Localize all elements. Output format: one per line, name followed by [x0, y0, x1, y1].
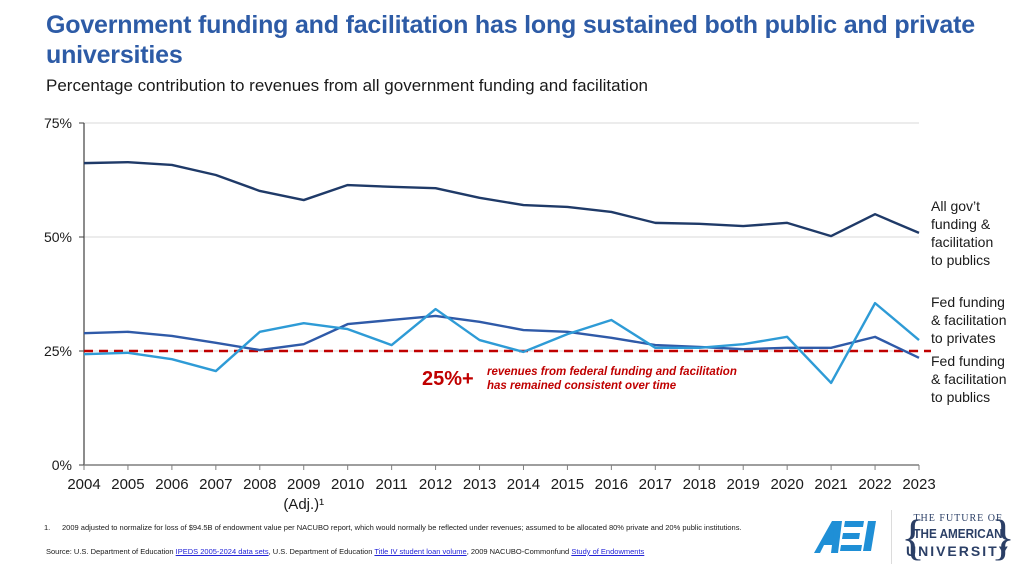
logo-text-line-2: THE AMERICAN — [913, 526, 1003, 541]
label-line: Fed funding — [931, 294, 1005, 310]
label-line: to publics — [931, 252, 991, 268]
page-title: Government funding and facilitation has … — [46, 11, 975, 69]
annotation-headline: 25%+ — [422, 368, 474, 390]
x-tick-label: 2008 — [243, 476, 276, 493]
x-tick-sublabel: (Adj.)¹ — [283, 496, 324, 513]
x-tick-label: 2012 — [419, 476, 452, 493]
source-prefix: Source: U.S. Department of Education — [46, 547, 176, 556]
x-tick-label: 2013 — [463, 476, 496, 493]
footnote-number: 1. — [44, 523, 51, 532]
x-tick-label: 2017 — [639, 476, 672, 493]
x-tick-label: 2011 — [375, 476, 407, 493]
logo-divider — [891, 510, 892, 564]
label-line: to publics — [931, 389, 991, 405]
logo-text-line-1: THE FUTURE OF — [913, 513, 1003, 524]
annotation-line: has remained consistent over time — [487, 380, 677, 392]
left-brace-icon: { — [901, 509, 925, 565]
y-tick-label: 75% — [44, 115, 72, 131]
logo-text-line-3: UNIVERSITY — [905, 543, 1010, 559]
label-line: Fed funding — [931, 353, 1005, 369]
series-label-fed-publics: Fed funding & facilitation to publics — [931, 352, 1023, 406]
x-tick-label: 2010 — [331, 476, 364, 493]
source-line: Source: U.S. Department of Education IPE… — [46, 547, 644, 556]
endowments-study-link[interactable]: Study of Endowments — [571, 547, 645, 556]
ipeds-link[interactable]: IPEDS 2005-2024 data sets — [175, 547, 269, 556]
label-line: All gov’t — [931, 198, 981, 214]
x-tick-label: 2006 — [155, 476, 188, 493]
annotation-line: revenues from federal funding and facili… — [487, 366, 737, 378]
x-tick-label: 2021 — [814, 476, 847, 493]
x-tick-label: 2019 — [727, 476, 760, 493]
label-line: & facilitation — [931, 371, 1007, 387]
annotation-text: revenues from federal funding and facili… — [487, 365, 737, 393]
x-tick-label: 2009 — [287, 476, 320, 493]
title-iv-link[interactable]: Title IV student loan volume — [374, 547, 467, 556]
series-label-all-govt-publics: All gov’t funding & facilitation to publ… — [931, 197, 1023, 269]
x-tick-label: 2022 — [858, 476, 891, 493]
right-brace-icon: } — [991, 509, 1015, 565]
label-line: & facilitation — [931, 312, 1007, 328]
y-tick-label: 25% — [44, 343, 72, 359]
page-subtitle: Percentage contribution to revenues from… — [46, 76, 648, 95]
x-tick-label: 2023 — [902, 476, 935, 493]
source-mid-2: , 2009 NACUBO-Commonfund — [466, 547, 572, 556]
y-tick-label: 0% — [52, 457, 72, 473]
x-tick-label: 2004 — [67, 476, 100, 493]
label-line: to privates — [931, 330, 996, 346]
aei-logo-mark — [814, 521, 876, 553]
label-line: facilitation — [931, 234, 994, 250]
series-line-0 — [83, 161, 920, 238]
aei-logo — [814, 521, 876, 553]
series-line-1 — [83, 301, 920, 385]
x-tick-label: 2014 — [507, 476, 540, 493]
x-tick-label: 2016 — [595, 476, 628, 493]
footnote-text: 2009 adjusted to normalize for loss of $… — [62, 523, 742, 532]
label-line: funding & — [931, 216, 991, 232]
series-line-2 — [83, 314, 920, 359]
x-tick-label: 2015 — [551, 476, 584, 493]
series-label-fed-privates: Fed funding & facilitation to privates — [931, 293, 1023, 347]
y-tick-label: 50% — [44, 229, 72, 245]
x-tick-label: 2020 — [770, 476, 803, 493]
source-mid-1: , U.S. Department of Education — [268, 547, 375, 556]
future-of-american-university-logo: { } THE FUTURE OF THE AMERICAN UNIVERSIT… — [901, 510, 1015, 565]
x-tick-label: 2018 — [683, 476, 716, 493]
x-tick-label: 2005 — [111, 476, 144, 493]
footnote: 1. 2009 adjusted to normalize for loss o… — [44, 523, 744, 533]
x-tick-label: 2007 — [199, 476, 232, 493]
